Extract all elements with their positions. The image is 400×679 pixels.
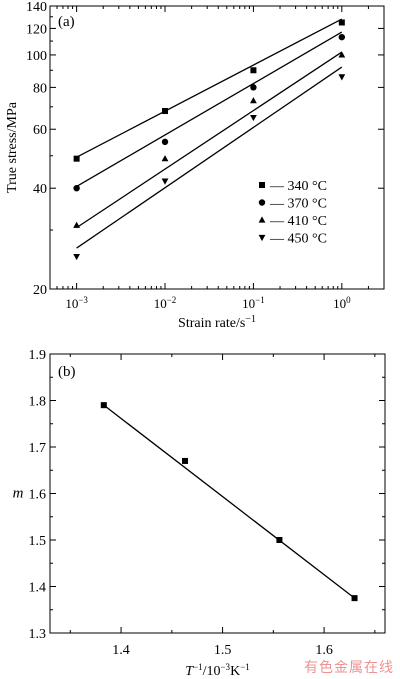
legend-marker-a <box>258 216 266 223</box>
fit-line-a <box>76 18 343 158</box>
y-tick-label-a: 60 <box>33 123 47 138</box>
data-point-a <box>338 74 346 81</box>
legend-marker-a <box>258 234 266 242</box>
data-point-a <box>338 51 346 58</box>
y-tick-label-a: 100 <box>26 49 47 64</box>
y-tick-label-b: 1.4 <box>29 581 47 596</box>
y-tick-label-b: 1.9 <box>29 348 47 363</box>
y-axis-label-a: True stress/MPa <box>5 101 20 193</box>
panel-label-b: (b) <box>58 364 76 380</box>
y-tick-label-b: 1.8 <box>29 395 47 410</box>
panel-b: (b) 1.4 1.5 1.6 1.3 1.4 1.5 1.6 1.7 1.8 1.9 m T−1/10… <box>13 348 386 679</box>
data-point-a <box>73 253 81 261</box>
data-point-a <box>73 221 81 228</box>
legend-marker-a <box>259 182 265 188</box>
fit-line-a <box>76 66 343 249</box>
plot-frame-b <box>49 353 386 634</box>
x-tick-label-a: 10−3 <box>65 295 88 311</box>
y-tick-label-a: 40 <box>33 182 47 197</box>
legend-label-a: — 450 °C <box>269 232 327 247</box>
y-tick-label-b: 1.3 <box>29 627 47 642</box>
panel-label-a: (a) <box>58 14 75 30</box>
legend-marker-a <box>258 199 266 206</box>
data-point-a <box>250 67 257 74</box>
data-point-a <box>73 184 80 192</box>
y-tick-label-b: 1.6 <box>29 488 47 503</box>
legend-label-a: — 340 °C <box>269 179 327 194</box>
panel-a: (a) 10−3 10−2 10−1 100 20 40 60 80 100 120 140 Strai… <box>5 0 385 332</box>
data-point-b <box>182 457 189 464</box>
x-tick-label-a: 100 <box>333 295 351 311</box>
y-tick-label-a: 140 <box>26 0 47 15</box>
series-a-3 <box>73 66 346 261</box>
y-tick-label-b: 1.5 <box>29 534 47 549</box>
data-point-a <box>73 155 80 162</box>
series-a-0 <box>73 18 345 162</box>
data-point-a <box>161 138 169 146</box>
x-tick-label-a: 10−1 <box>242 295 265 311</box>
legend-label-a: — 410 °C <box>269 214 327 229</box>
series-b <box>100 402 358 602</box>
fit-line-a <box>76 51 343 229</box>
x-tick-label-b: 1.6 <box>315 643 333 658</box>
data-point-b <box>351 595 358 602</box>
data-point-b <box>276 537 283 543</box>
watermark-text: 有色金属在线 <box>304 660 394 676</box>
series-a-2 <box>73 51 346 229</box>
data-point-b <box>100 402 107 409</box>
y-tick-label-a: 80 <box>33 81 47 96</box>
data-point-a <box>250 97 257 104</box>
x-axis-label-a: Strain rate/s−1 <box>178 314 256 332</box>
series-a-1 <box>73 31 346 192</box>
legend-label-a: — 370 °C <box>269 197 327 212</box>
x-axis-label-b: T−1/10−3K−1 <box>185 662 250 679</box>
x-tick-label-b: 1.5 <box>214 643 232 658</box>
data-point-a <box>250 114 257 122</box>
y-tick-label-a: 20 <box>33 283 47 298</box>
data-point-a <box>161 178 169 185</box>
y-tick-label-a: 120 <box>26 22 47 37</box>
y-tick-label-b: 1.7 <box>29 441 47 456</box>
data-point-a <box>162 108 169 115</box>
fit-line-a <box>76 31 343 187</box>
x-tick-label-a: 10−2 <box>154 295 177 311</box>
legend-a: — 340 °C — 370 °C — 410 °C — 450 °C <box>258 179 327 247</box>
plot-frame-a <box>49 5 385 290</box>
data-point-a <box>161 155 169 162</box>
fit-line-b <box>103 404 355 599</box>
data-point-a <box>338 19 345 26</box>
data-point-a <box>250 84 257 91</box>
data-point-a <box>338 33 346 41</box>
y-axis-label-b: m <box>13 486 24 502</box>
x-tick-label-b: 1.4 <box>112 643 130 658</box>
